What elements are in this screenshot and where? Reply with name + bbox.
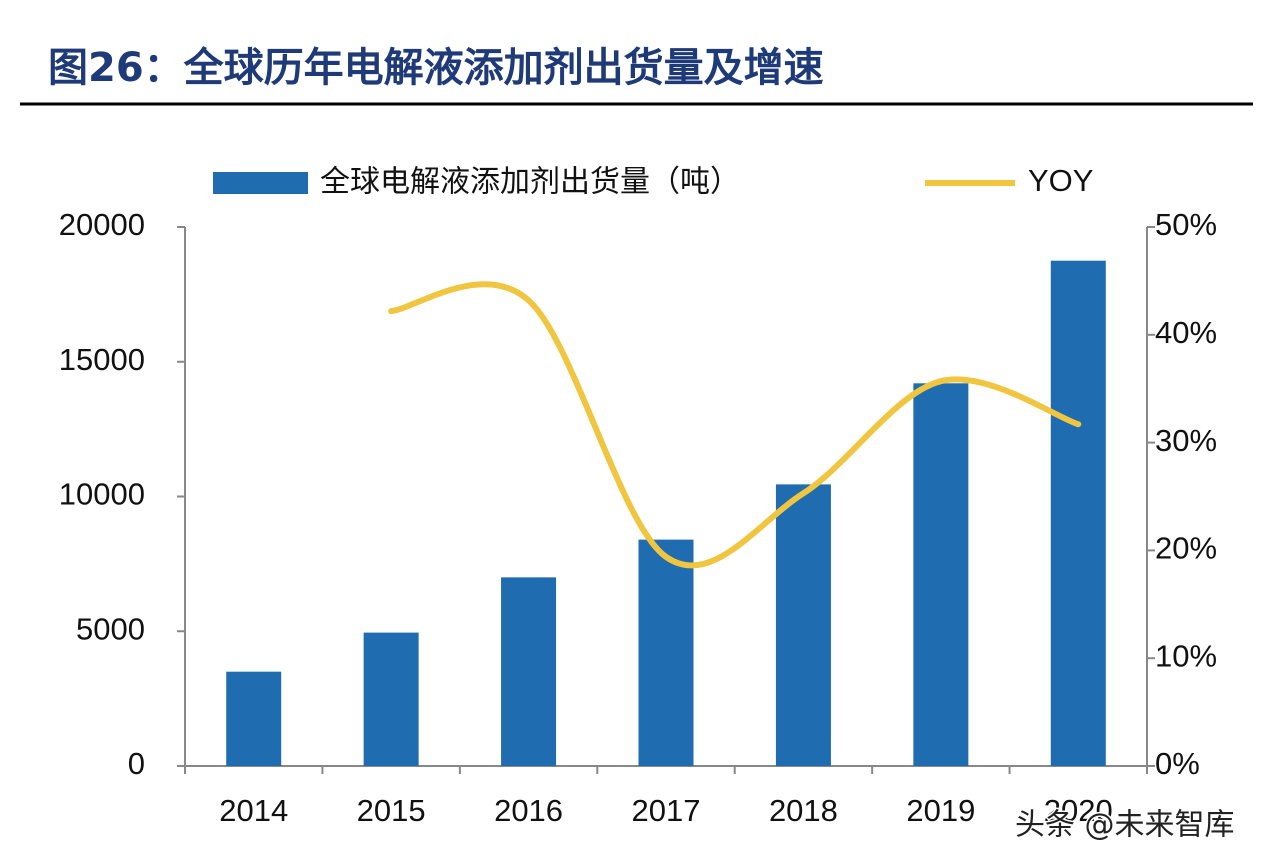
y2-tick-label: 20% — [1155, 531, 1217, 566]
bar — [1050, 260, 1106, 766]
y2-tick-label: 40% — [1155, 315, 1217, 350]
chart-title: 图26：全球历年电解液添加剂出货量及增速 — [48, 45, 824, 91]
y-tick-label: 20000 — [59, 207, 145, 242]
legend-swatch — [213, 172, 308, 194]
x-tick-label: 2017 — [632, 793, 701, 828]
y-tick-label: 0 — [128, 746, 145, 781]
watermark: 头条 @未来智库 — [1015, 808, 1235, 843]
y-tick-label: 10000 — [59, 477, 145, 512]
y-tick-label: 5000 — [76, 611, 145, 646]
x-tick-label: 2016 — [494, 793, 563, 828]
bar — [501, 577, 557, 766]
y2-tick-label: 50% — [1155, 207, 1217, 242]
legend-label: YOY — [1028, 163, 1093, 198]
x-tick-label: 2020 — [1044, 793, 1113, 828]
bar — [226, 671, 282, 766]
x-tick-label: 2019 — [906, 793, 975, 828]
y2-tick-label: 10% — [1155, 638, 1217, 673]
y2-tick-label: 30% — [1155, 423, 1217, 458]
bar — [775, 484, 831, 766]
legend-label: 全球电解液添加剂出货量（吨） — [320, 165, 740, 200]
bar — [638, 539, 694, 766]
y2-tick-label: 0% — [1155, 746, 1200, 781]
bar — [363, 632, 419, 766]
x-tick-label: 2015 — [357, 793, 426, 828]
bar — [913, 383, 969, 766]
x-tick-label: 2018 — [769, 793, 838, 828]
line — [388, 281, 1082, 569]
x-tick-label: 2014 — [219, 793, 288, 828]
y-tick-label: 15000 — [59, 342, 145, 377]
